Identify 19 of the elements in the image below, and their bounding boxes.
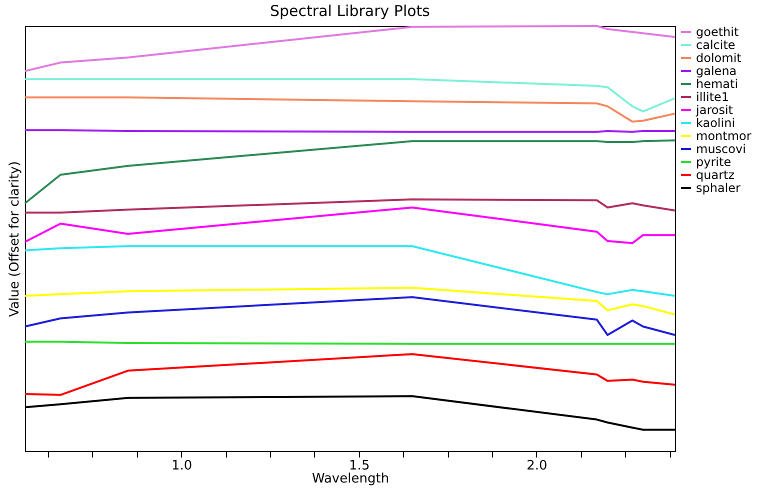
legend-label: kaolini	[696, 116, 736, 130]
x-tick-label: 1.0	[171, 458, 192, 474]
chart-title: Spectral Library Plots	[270, 2, 430, 20]
x-axis-title: Wavelength	[312, 472, 390, 486]
legend-label: sphaler	[696, 181, 741, 195]
y-axis-title: Value (Offset for clarity)	[8, 161, 22, 317]
legend-label: calcite	[696, 38, 736, 52]
legend-label: montmor	[696, 129, 752, 143]
legend-label: galena	[696, 64, 737, 78]
x-tick-label: 2.0	[526, 458, 548, 474]
legend-label: goethit	[696, 25, 739, 39]
legend-label: muscovi	[696, 142, 746, 156]
legend-label: quartz	[696, 168, 735, 182]
legend-label: dolomit	[696, 51, 742, 65]
legend-label: illite1	[696, 90, 730, 104]
legend-label: pyrite	[696, 155, 732, 169]
legend-label: jarosit	[695, 103, 734, 117]
legend-label: hemati	[696, 77, 738, 91]
x-tick-label: 1.5	[349, 458, 370, 474]
